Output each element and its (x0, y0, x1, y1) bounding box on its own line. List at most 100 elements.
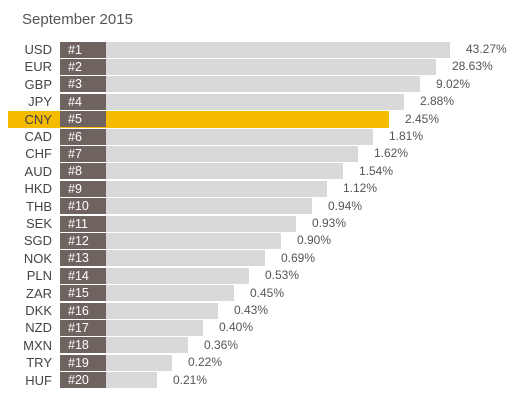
currency-code-label: PLN (26, 268, 52, 284)
bar-row: SGD #12 0.90% (0, 232, 527, 249)
currency-code-label: CAD (24, 129, 52, 144)
bar (106, 319, 203, 336)
currency-code-label: TRY (26, 355, 52, 371)
currency-code-label: JPY (28, 94, 52, 110)
bar-row: CHF #7 1.62% (0, 145, 527, 162)
rank-badge: #8 (60, 163, 106, 180)
bar (106, 250, 265, 267)
currency-code-label: CNY (24, 111, 52, 127)
bar-row: NOK #13 0.69% (0, 250, 527, 267)
percent-label: 0.94% (328, 198, 363, 213)
bar (106, 41, 450, 58)
bar-row: ZAR #15 0.45% (0, 285, 527, 302)
bar-row: CAD #6 1.81% (0, 128, 527, 145)
percent-label: 0.90% (297, 233, 332, 248)
rank-badge: #15 (60, 285, 106, 302)
rank-badge: #12 (60, 232, 106, 249)
bar (106, 285, 234, 302)
percent-label: 0.21% (173, 372, 208, 387)
percent-label: 0.45% (250, 285, 285, 300)
percent-label: 43.27% (466, 42, 507, 56)
bar-row: USD #1 43.27% (0, 41, 527, 58)
bar (106, 302, 218, 319)
bar-row: PLN #14 0.53% (0, 267, 527, 284)
bar-row: NZD #17 0.40% (0, 319, 527, 336)
rank-badge: #16 (60, 302, 106, 319)
currency-code-label: SGD (23, 233, 52, 249)
rank-badge: #3 (60, 76, 106, 93)
rank-badge: #14 (60, 267, 106, 284)
bar (106, 145, 358, 162)
rank-badge: #5 (60, 111, 106, 128)
bar-row: HKD #9 1.12% (0, 180, 527, 197)
rank-badge: #10 (60, 198, 106, 215)
currency-code-label: GBP (24, 76, 52, 92)
bar (106, 93, 404, 110)
percent-label: 0.22% (188, 355, 223, 370)
bar (106, 163, 343, 180)
bar (106, 267, 249, 284)
rank-badge: #20 (60, 372, 106, 389)
bar-row: CNY #5 2.45% (0, 111, 527, 128)
bar (106, 215, 296, 232)
rank-badge: #11 (60, 215, 106, 232)
currency-code-label: EUR (24, 59, 52, 75)
bar-row: TRY #19 0.22% (0, 354, 527, 371)
percent-label: 0.93% (312, 216, 347, 230)
bar (106, 232, 281, 249)
currency-code-label: ZAR (26, 285, 52, 301)
bar-row: THB #10 0.94% (0, 198, 527, 215)
rank-badge: #9 (60, 180, 106, 197)
percent-label: 1.62% (374, 146, 409, 161)
bar (106, 76, 420, 93)
currency-code-label: HUF (25, 372, 52, 388)
bar (106, 111, 389, 128)
rank-badge: #4 (60, 93, 106, 110)
bar (106, 372, 157, 389)
percent-label: 0.36% (204, 337, 239, 352)
percent-label: 0.53% (265, 268, 300, 283)
currency-code-label: NOK (23, 250, 52, 266)
currency-code-label: HKD (24, 181, 52, 197)
percent-label: 0.69% (281, 250, 316, 265)
bar-row: MXN #18 0.36% (0, 337, 527, 354)
rank-badge: #13 (60, 250, 106, 267)
percent-label: 9.02% (436, 76, 471, 91)
bar (106, 180, 327, 197)
rank-badge: #7 (60, 145, 106, 162)
rank-badge: #1 (60, 41, 106, 58)
percent-label: 1.12% (343, 181, 378, 196)
currency-code-label: AUD (24, 163, 52, 179)
currency-code-label: DKK (25, 303, 52, 318)
currency-code-label: SEK (25, 216, 52, 231)
bar (106, 354, 172, 371)
bar (106, 58, 436, 75)
bar-row: HUF #20 0.21% (0, 372, 527, 389)
bar-row: SEK #11 0.93% (0, 215, 527, 232)
rank-badge: #2 (60, 58, 106, 75)
rank-badge: #17 (60, 319, 106, 336)
bar (106, 198, 312, 215)
percent-label: 28.63% (452, 59, 493, 74)
currency-code-label: CHF (25, 146, 52, 162)
percent-label: 2.88% (420, 94, 455, 109)
bar-row: AUD #8 1.54% (0, 163, 527, 180)
currency-code-label: THB (26, 198, 52, 214)
currency-code-label: NZD (25, 320, 52, 336)
rank-badge: #6 (60, 128, 106, 145)
rank-badge: #18 (60, 337, 106, 354)
bar-row: JPY #4 2.88% (0, 93, 527, 110)
bar-row: EUR #2 28.63% (0, 58, 527, 75)
bar-row: DKK #16 0.43% (0, 302, 527, 319)
rank-badge: #19 (60, 354, 106, 371)
currency-code-label: USD (24, 42, 52, 57)
currency-code-label: MXN (23, 337, 52, 353)
percent-label: 1.81% (389, 129, 424, 143)
percent-label: 0.43% (234, 303, 269, 317)
chart-title: September 2015 (22, 11, 133, 28)
bar (106, 337, 188, 354)
percent-label: 0.40% (219, 320, 254, 335)
percent-label: 2.45% (405, 111, 440, 126)
bar (106, 128, 373, 145)
